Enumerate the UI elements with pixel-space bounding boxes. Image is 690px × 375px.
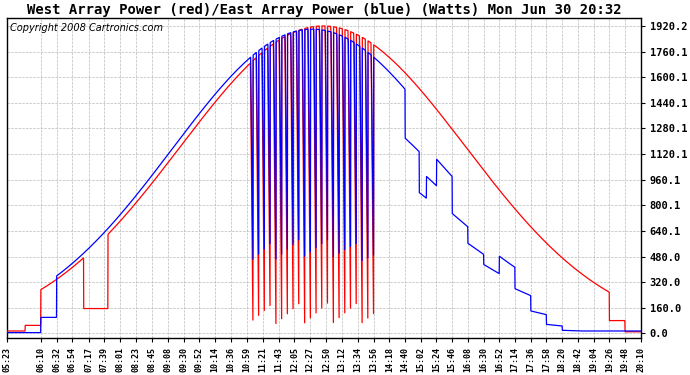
Title: West Array Power (red)/East Array Power (blue) (Watts) Mon Jun 30 20:32: West Array Power (red)/East Array Power … xyxy=(27,3,621,17)
Text: Copyright 2008 Cartronics.com: Copyright 2008 Cartronics.com xyxy=(10,23,164,33)
